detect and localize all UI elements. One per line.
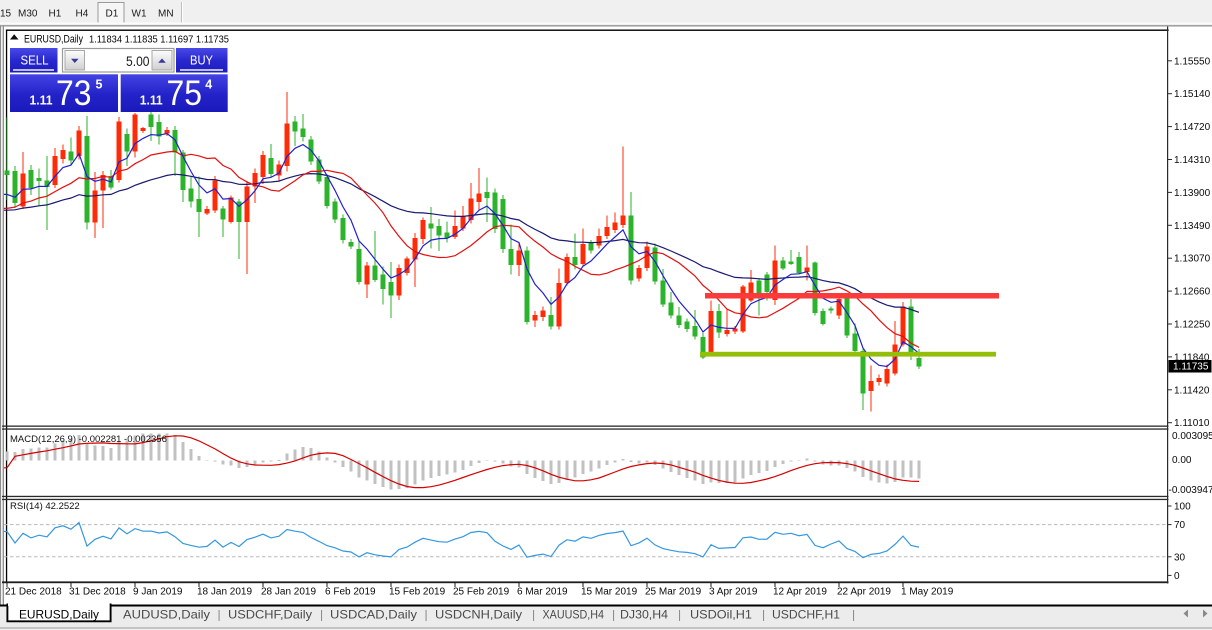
svg-text:MN: MN xyxy=(158,9,174,20)
svg-text:15 Feb 2019: 15 Feb 2019 xyxy=(389,587,446,598)
svg-text:15: 15 xyxy=(0,9,12,20)
svg-text:|: | xyxy=(762,608,765,622)
svg-text:1.15140: 1.15140 xyxy=(1174,89,1211,100)
svg-text:0.003095: 0.003095 xyxy=(1172,431,1212,442)
svg-text:21 Dec 2018: 21 Dec 2018 xyxy=(5,587,62,598)
svg-text:USDCHF,H1: USDCHF,H1 xyxy=(772,608,840,622)
svg-text:1.12660: 1.12660 xyxy=(1174,287,1211,298)
svg-text:5.00: 5.00 xyxy=(126,53,150,69)
svg-text:1.15550: 1.15550 xyxy=(1174,56,1211,67)
svg-text:D1: D1 xyxy=(106,9,119,20)
svg-text:25 Mar 2019: 25 Mar 2019 xyxy=(645,587,702,598)
svg-text:31 Dec 2018: 31 Dec 2018 xyxy=(69,587,126,598)
svg-text:|: | xyxy=(678,608,681,622)
svg-text:28 Jan 2019: 28 Jan 2019 xyxy=(261,587,316,598)
svg-text:1.11420: 1.11420 xyxy=(1174,385,1210,396)
svg-text:1.13490: 1.13490 xyxy=(1174,221,1211,232)
svg-text:1.13900: 1.13900 xyxy=(1174,188,1211,199)
svg-text:0: 0 xyxy=(1174,571,1180,582)
svg-text:5: 5 xyxy=(96,78,103,92)
svg-text:MACD(12,26,9) -0.002281 -0.002: MACD(12,26,9) -0.002281 -0.002356 xyxy=(10,434,167,445)
svg-text:18 Jan 2019: 18 Jan 2019 xyxy=(197,587,252,598)
svg-text:1.11834 1.11835 1.11697 1.1173: 1.11834 1.11835 1.11697 1.11735 xyxy=(89,34,229,46)
svg-text:-0.003947: -0.003947 xyxy=(1169,485,1212,496)
svg-text:AUDUSD,Daily: AUDUSD,Daily xyxy=(123,608,210,622)
svg-text:1.11: 1.11 xyxy=(30,94,53,108)
svg-text:BUY: BUY xyxy=(190,54,214,68)
svg-text:3 Apr 2019: 3 Apr 2019 xyxy=(709,587,758,598)
svg-text:1.12250: 1.12250 xyxy=(1174,320,1211,331)
svg-text:70: 70 xyxy=(1174,520,1186,531)
svg-text:USDOil,H1: USDOil,H1 xyxy=(690,608,752,622)
svg-text:30: 30 xyxy=(1174,552,1186,563)
svg-text:6 Feb 2019: 6 Feb 2019 xyxy=(325,587,376,598)
svg-text:1.11: 1.11 xyxy=(140,94,163,108)
svg-text:|: | xyxy=(218,608,221,622)
svg-text:1.14310: 1.14310 xyxy=(1174,155,1211,166)
svg-text:SELL: SELL xyxy=(21,54,49,68)
svg-text:M30: M30 xyxy=(18,9,38,20)
svg-text:12 Apr 2019: 12 Apr 2019 xyxy=(773,587,827,598)
svg-text:1 May 2019: 1 May 2019 xyxy=(901,587,954,598)
svg-text:1.11010: 1.11010 xyxy=(1174,418,1210,429)
svg-text:DJ30,H4: DJ30,H4 xyxy=(620,608,668,622)
svg-text:75: 75 xyxy=(167,74,203,113)
svg-text:W1: W1 xyxy=(132,9,147,20)
svg-text:22 Apr 2019: 22 Apr 2019 xyxy=(837,587,891,598)
svg-text:15 Mar 2019: 15 Mar 2019 xyxy=(581,587,638,598)
svg-text:1.14720: 1.14720 xyxy=(1174,122,1211,133)
svg-text:25 Feb 2019: 25 Feb 2019 xyxy=(453,587,510,598)
svg-text:H4: H4 xyxy=(76,9,89,20)
svg-text:1.11840: 1.11840 xyxy=(1174,352,1210,363)
svg-text:4: 4 xyxy=(205,78,212,92)
svg-text:|: | xyxy=(320,608,323,622)
svg-text:1.13070: 1.13070 xyxy=(1174,254,1211,265)
svg-text:73: 73 xyxy=(56,74,92,113)
svg-text:USDCNH,Daily: USDCNH,Daily xyxy=(435,608,522,622)
svg-text:|: | xyxy=(425,608,428,622)
svg-text:9 Jan 2019: 9 Jan 2019 xyxy=(133,587,183,598)
svg-text:USDCHF,Daily: USDCHF,Daily xyxy=(228,608,312,622)
svg-text:|: | xyxy=(612,608,615,622)
svg-text:6 Mar 2019: 6 Mar 2019 xyxy=(517,587,568,598)
svg-text:1.11735: 1.11735 xyxy=(1173,362,1209,373)
svg-text:H1: H1 xyxy=(49,9,62,20)
svg-text:EURUSD,Daily: EURUSD,Daily xyxy=(24,34,83,46)
svg-text:RSI(14) 42.2522: RSI(14) 42.2522 xyxy=(10,501,80,512)
svg-text:USDCAD,Daily: USDCAD,Daily xyxy=(330,608,417,622)
svg-text:XAUUSD,H4: XAUUSD,H4 xyxy=(543,608,605,622)
svg-text:|: | xyxy=(532,608,535,622)
svg-text:0.00: 0.00 xyxy=(1172,455,1192,466)
svg-text:|: | xyxy=(852,608,855,622)
svg-text:100: 100 xyxy=(1174,502,1191,513)
svg-text:EURUSD,Daily: EURUSD,Daily xyxy=(19,608,99,622)
